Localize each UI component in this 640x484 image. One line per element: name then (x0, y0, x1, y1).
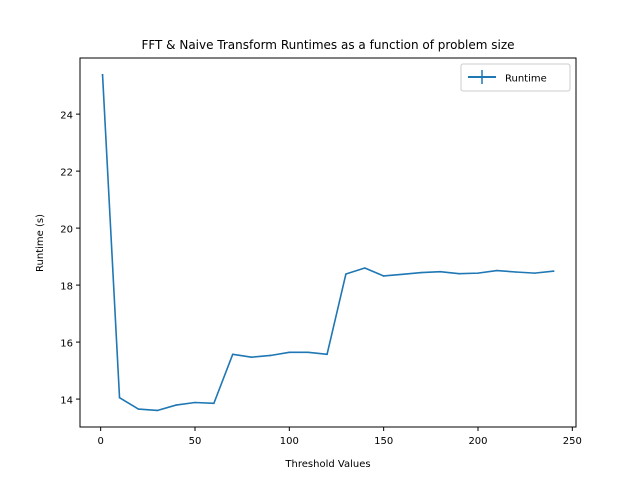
chart-title: FFT & Naive Transform Runtimes as a func… (141, 38, 514, 52)
data-point (533, 272, 536, 274)
data-point (231, 353, 234, 356)
data-point (514, 271, 517, 273)
data-point (345, 273, 347, 275)
x-tick-label: 100 (280, 436, 299, 447)
x-tick-label: 50 (189, 436, 202, 447)
y-tick-label: 18 (60, 282, 73, 293)
data-point (496, 269, 498, 272)
data-point (458, 272, 460, 275)
data-point (250, 356, 253, 358)
x-axis-label: Threshold Values (284, 459, 370, 470)
data-point (156, 409, 159, 412)
data-point (194, 401, 196, 404)
data-point (363, 267, 366, 269)
data-point (269, 354, 272, 357)
y-tick-label: 24 (60, 111, 73, 122)
data-point (213, 402, 215, 405)
plot-area-frame (79, 57, 577, 428)
data-point (137, 408, 140, 410)
data-point (307, 351, 309, 354)
data-point (288, 351, 291, 354)
data-point (552, 270, 555, 272)
x-tick-label: 200 (468, 436, 487, 447)
data-point (175, 404, 177, 406)
data-point (382, 275, 385, 277)
ticks-group: 0 50 100 150 200 250 14 16 18 20 22 24 (60, 111, 582, 447)
data-point (326, 353, 328, 356)
y-tick-label: 14 (60, 396, 73, 407)
y-axis-label: Runtime (s) (35, 214, 46, 272)
y-tick-label: 16 (60, 339, 73, 350)
data-point (401, 273, 404, 276)
data-point (420, 271, 423, 274)
legend-box (460, 63, 571, 92)
legend: Runtime (460, 63, 571, 92)
y-tick-label: 20 (60, 225, 73, 236)
data-point (101, 74, 104, 76)
data-point (477, 272, 479, 274)
x-tick-label: 150 (374, 436, 393, 447)
data-point (118, 396, 121, 399)
legend-label-runtime: Runtime (505, 74, 547, 85)
data-point (439, 270, 442, 273)
axes-group (79, 57, 577, 428)
series-group (101, 73, 555, 412)
x-tick-label: 0 (97, 436, 103, 447)
y-tick-label: 22 (60, 168, 73, 179)
x-tick-label: 250 (563, 436, 582, 447)
